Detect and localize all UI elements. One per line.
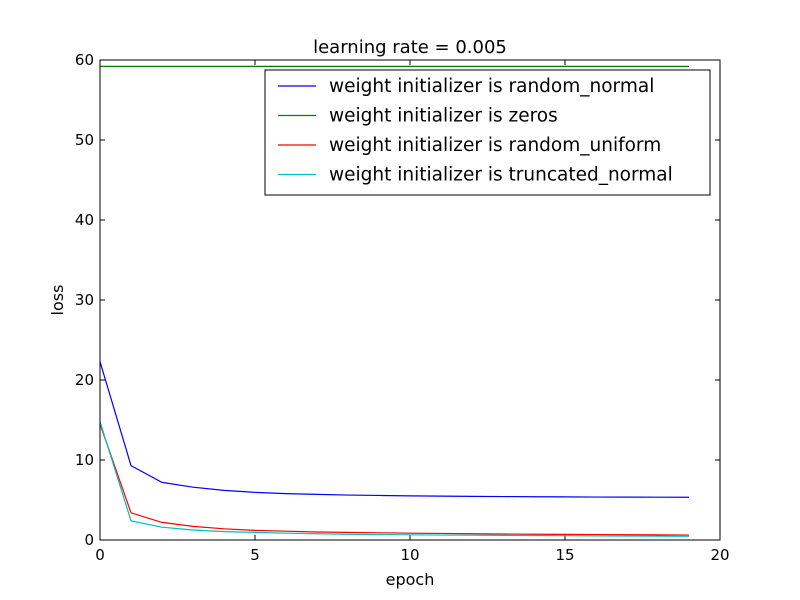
chart-title: learning rate = 0.005	[313, 37, 507, 58]
x-axis-label: epoch	[386, 570, 435, 589]
x-tick-label: 15	[555, 546, 574, 564]
legend-label-2: weight initializer is random_uniform	[329, 135, 661, 156]
y-tick-label: 60	[75, 51, 94, 69]
x-tick-label: 5	[250, 546, 260, 564]
legend-label-0: weight initializer is random_normal	[329, 76, 654, 97]
series-line-0	[99, 361, 690, 498]
y-tick-label: 0	[84, 531, 94, 549]
series-line-3	[99, 421, 690, 537]
legend: weight initializer is random_normalweigh…	[264, 69, 711, 196]
y-tick-label: 20	[75, 371, 94, 389]
x-tick-label: 0	[95, 546, 105, 564]
y-tick-label: 40	[75, 211, 94, 229]
y-axis-label: loss	[48, 285, 67, 316]
series-layer	[99, 65, 690, 537]
x-tick-label: 20	[710, 546, 729, 564]
y-tick-label: 30	[75, 291, 94, 309]
y-tick-label: 10	[75, 451, 94, 469]
series-line-2	[99, 423, 690, 536]
x-tick-label: 10	[400, 546, 419, 564]
legend-frame	[264, 69, 711, 196]
ticks-layer: 0 5 10 15 20 0 10 20 30 40 50 60	[75, 51, 730, 564]
legend-label-1: weight initializer is zeros	[329, 106, 558, 127]
y-tick-label: 50	[75, 131, 94, 149]
legend-label-3: weight initializer is truncated_normal	[329, 165, 673, 186]
plot-frame	[99, 59, 721, 541]
